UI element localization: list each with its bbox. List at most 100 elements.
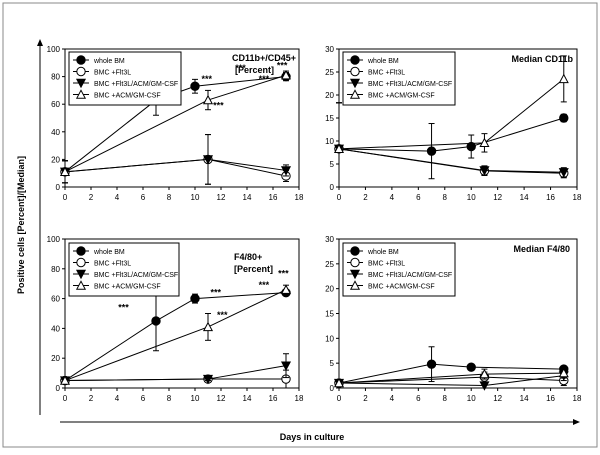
panel-title: CD11b+/CD45+ xyxy=(232,53,296,63)
y-tick-label: 60 xyxy=(51,295,60,304)
figure-border xyxy=(2,2,598,448)
y-tick-label: 25 xyxy=(325,260,334,269)
marker-circle-filled xyxy=(350,55,360,65)
plot-frame xyxy=(64,48,300,188)
x-tick-label: 18 xyxy=(573,193,582,202)
marker-circle-filled xyxy=(76,246,86,256)
y-tick-label: 80 xyxy=(51,73,60,82)
significance-annotation: *** xyxy=(211,288,222,298)
significance-annotation: *** xyxy=(118,303,129,313)
marker-circle-filled xyxy=(426,359,437,369)
x-tick-label: 14 xyxy=(520,394,529,403)
x-tick-label: 10 xyxy=(191,394,200,403)
legend-label: BMC +Flt3L xyxy=(94,261,131,268)
marker-triangle-down-filled xyxy=(558,168,569,178)
y-tick-label: 0 xyxy=(56,384,61,393)
marker-triangle-down-filled xyxy=(349,269,361,280)
panel-p4: 0 5 10 15 20 25 30 0 2 4 6 8 10 12 14 16 18 whole BM BMC +… xyxy=(325,235,582,403)
marker-circle-open xyxy=(350,257,360,268)
series-line xyxy=(338,363,564,384)
y-tick-label: 40 xyxy=(51,324,60,333)
series-line xyxy=(64,289,287,382)
y-tick-label: 0 xyxy=(330,183,335,192)
marker-triangle-up-open xyxy=(479,368,490,379)
legend-label: BMC +ACM/GM-CSF xyxy=(94,284,161,291)
marker-triangle-up-open xyxy=(75,280,87,290)
marker-circle-open xyxy=(350,66,360,77)
x-tick-label: 4 xyxy=(115,193,120,202)
x-tick-label: 0 xyxy=(63,193,68,202)
legend-box xyxy=(68,242,180,297)
y-tick-label: 80 xyxy=(51,265,60,274)
x-tick-label: 12 xyxy=(493,193,502,202)
x-tick-label: 12 xyxy=(217,394,226,403)
marker-triangle-up-open xyxy=(349,280,361,290)
x-tick-label: 6 xyxy=(416,193,421,202)
legend-box xyxy=(68,51,182,106)
marker-circle-filled xyxy=(151,316,161,326)
marker-triangle-up-open xyxy=(558,73,569,84)
significance-annotation: *** xyxy=(235,63,246,73)
marker-triangle-up-open xyxy=(202,321,214,332)
y-tick-label: 25 xyxy=(325,68,334,77)
x-tick-label: 10 xyxy=(467,193,476,202)
marker-triangle-up-open xyxy=(280,284,292,294)
legend-label: whole BM xyxy=(367,249,399,256)
marker-circle-open xyxy=(76,257,86,268)
x-tick-label: 10 xyxy=(191,193,200,202)
marker-circle-filled xyxy=(76,55,86,65)
x-tick-label: 16 xyxy=(546,193,555,202)
y-tick-label: 5 xyxy=(330,359,335,368)
series-line xyxy=(64,158,287,173)
marker-circle-filled xyxy=(190,293,200,304)
y-tick-label: 20 xyxy=(51,354,60,363)
marker-triangle-up-open xyxy=(75,89,87,99)
x-tick-label: 6 xyxy=(416,394,421,403)
legend-label: BMC +ACM/GM-CSF xyxy=(368,284,435,291)
y-tick-label: 100 xyxy=(47,235,61,244)
legend-label: whole BM xyxy=(367,58,399,65)
x-tick-label: 4 xyxy=(115,394,120,403)
marker-triangle-up-open xyxy=(59,375,71,385)
y-tick-label: 15 xyxy=(325,310,334,319)
x-axis-arrow-head xyxy=(573,419,580,425)
significance-annotation: *** xyxy=(278,268,289,278)
legend-box xyxy=(342,51,456,106)
x-tick-label: 0 xyxy=(337,193,342,202)
x-tick-label: 8 xyxy=(167,394,172,403)
y-tick-label: 30 xyxy=(325,235,334,244)
plot-frame xyxy=(64,238,300,389)
marker-triangle-down-filled xyxy=(479,381,490,391)
legend-label: whole BM xyxy=(93,249,125,256)
marker-circle-open xyxy=(76,66,86,77)
x-tick-label: 16 xyxy=(269,193,278,202)
x-tick-label: 6 xyxy=(141,394,146,403)
y-tick-label: 0 xyxy=(330,384,335,393)
x-tick-label: 2 xyxy=(89,193,94,202)
x-tick-label: 12 xyxy=(217,193,226,202)
marker-circle-filled xyxy=(190,81,200,91)
marker-triangle-up-open xyxy=(479,137,490,148)
significance-annotation: *** xyxy=(213,100,224,110)
marker-triangle-up-open xyxy=(558,367,569,378)
legend-box xyxy=(342,242,456,297)
marker-triangle-down-filled xyxy=(280,361,292,371)
marker-triangle-up-open xyxy=(333,143,345,154)
marker-triangle-up-open xyxy=(202,94,214,105)
y-tick-label: 30 xyxy=(325,45,334,54)
y-tick-label: 10 xyxy=(325,334,334,343)
panel-p1: 0 20 40 60 80 100 0 2 4 6 8 10 12 14 16 18 *** *** *** *** *… xyxy=(47,45,304,202)
x-tick-label: 16 xyxy=(269,394,278,403)
marker-triangle-down-filled xyxy=(202,155,214,165)
legend-label: BMC +Flt3L/ACM/GM-CSF xyxy=(368,81,452,88)
series-line xyxy=(338,148,564,173)
legend-label: BMC +Flt3L xyxy=(94,70,131,77)
panel-subtitle: [Percent] xyxy=(234,264,273,274)
marker-circle-filled xyxy=(426,146,437,156)
y-tick-label: 20 xyxy=(51,155,60,164)
y-tick-label: 15 xyxy=(325,114,334,123)
y-axis-label: Positive cells [Percent]/[Median] xyxy=(16,156,26,294)
marker-triangle-up-open xyxy=(280,69,292,80)
significance-annotation: *** xyxy=(259,74,270,84)
panel-subtitle: [Percent] xyxy=(235,65,274,75)
